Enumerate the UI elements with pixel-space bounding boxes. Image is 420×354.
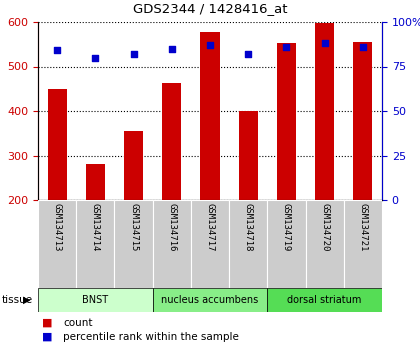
Bar — [277, 43, 296, 200]
Bar — [76, 200, 114, 288]
Text: GSM134718: GSM134718 — [244, 202, 253, 251]
Point — [168, 46, 175, 52]
Bar — [38, 288, 152, 312]
Point — [207, 42, 213, 48]
Bar — [86, 164, 105, 200]
Text: GSM134713: GSM134713 — [52, 202, 62, 251]
Bar — [268, 200, 306, 288]
Text: tissue: tissue — [2, 295, 33, 305]
Text: GSM134720: GSM134720 — [320, 202, 329, 251]
Bar — [268, 288, 382, 312]
Bar — [47, 89, 67, 200]
Bar — [315, 23, 334, 200]
Text: nucleus accumbens: nucleus accumbens — [161, 295, 259, 305]
Bar — [152, 288, 268, 312]
Text: ■: ■ — [42, 318, 52, 328]
Text: percentile rank within the sample: percentile rank within the sample — [63, 332, 239, 342]
Text: ■: ■ — [42, 332, 52, 342]
Bar — [152, 200, 191, 288]
Bar — [114, 200, 152, 288]
Text: ▶: ▶ — [23, 295, 31, 305]
Text: GSM134716: GSM134716 — [167, 202, 176, 251]
Text: BNST: BNST — [82, 295, 108, 305]
Bar — [306, 200, 344, 288]
Point — [130, 51, 137, 57]
Bar — [239, 111, 258, 200]
Point — [92, 55, 99, 61]
Bar — [124, 131, 143, 200]
Text: GDS2344 / 1428416_at: GDS2344 / 1428416_at — [133, 2, 287, 15]
Bar — [353, 42, 373, 200]
Point — [360, 44, 366, 50]
Text: count: count — [63, 318, 93, 328]
Text: GSM134715: GSM134715 — [129, 202, 138, 251]
Text: GSM134717: GSM134717 — [205, 202, 215, 251]
Text: GSM134721: GSM134721 — [358, 202, 368, 251]
Text: GSM134719: GSM134719 — [282, 202, 291, 251]
Bar — [229, 200, 268, 288]
Point — [54, 48, 60, 53]
Point — [283, 44, 290, 50]
Bar — [200, 32, 220, 200]
Bar — [344, 200, 382, 288]
Point — [321, 40, 328, 46]
Text: dorsal striatum: dorsal striatum — [287, 295, 362, 305]
Bar — [38, 200, 76, 288]
Bar — [162, 84, 181, 200]
Bar — [191, 200, 229, 288]
Point — [245, 51, 252, 57]
Text: GSM134714: GSM134714 — [91, 202, 100, 251]
